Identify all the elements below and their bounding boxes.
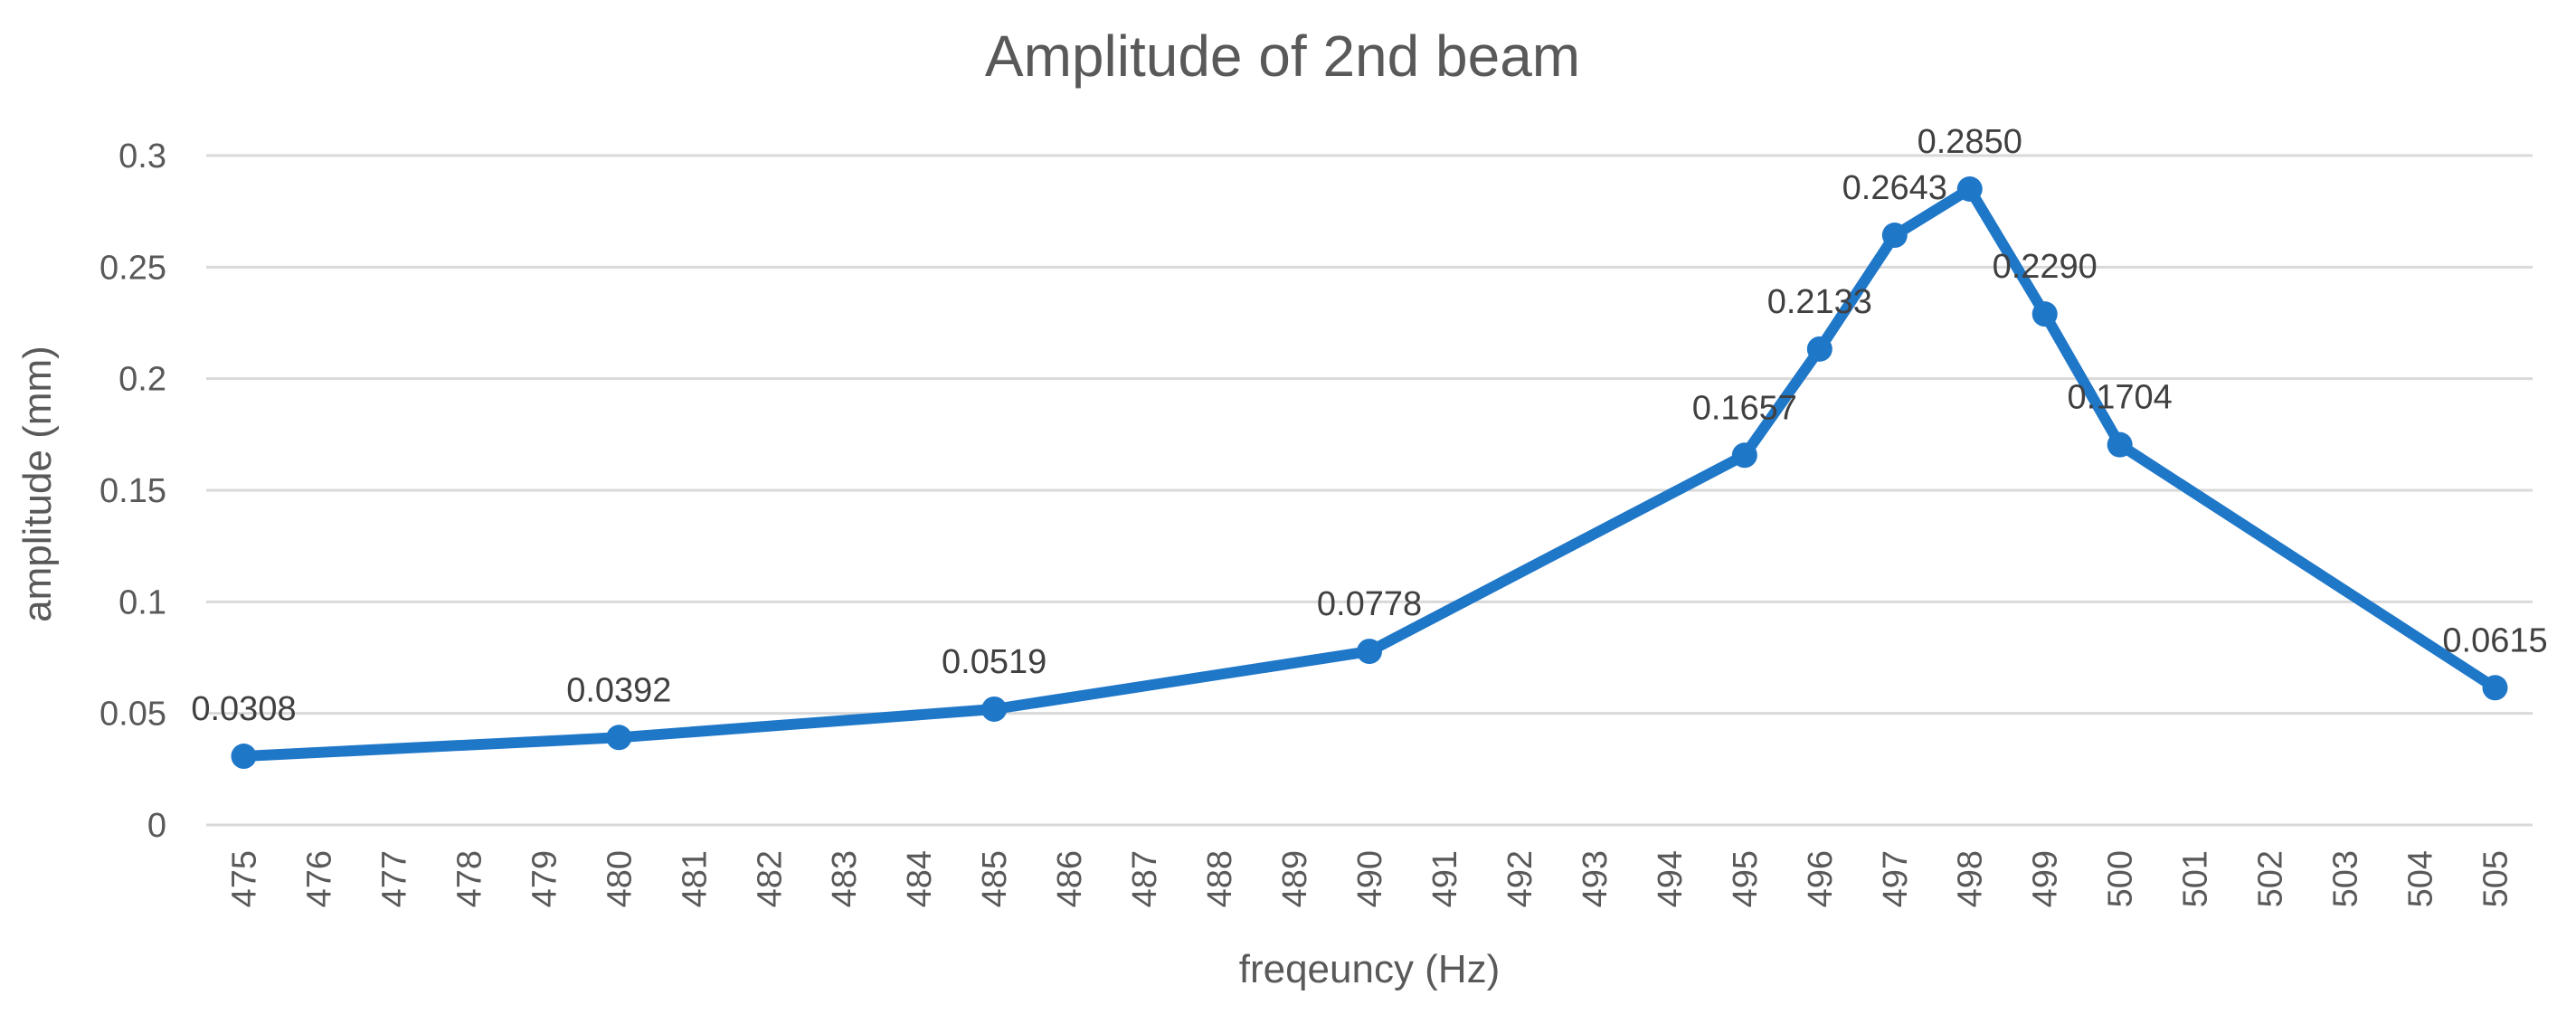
y-tick-label: 0.1 [118,583,166,621]
x-tick-label: 497 [1877,850,1915,907]
data-point [1881,223,1908,249]
data-label: 0.2850 [1918,123,2022,161]
x-tick-label: 499 [2027,850,2065,907]
data-point [1731,442,1757,469]
x-tick-label: 485 [976,850,1014,907]
y-tick-label: 0.25 [99,249,166,287]
x-tick-label: 486 [1051,850,1089,907]
data-label: 0.0778 [1317,585,1422,623]
data-point [1956,176,1983,202]
data-label: 0.1704 [2068,379,2173,417]
x-tick-label: 482 [751,850,789,907]
data-point [2107,431,2133,458]
x-tick-label: 476 [300,850,338,907]
x-tick-label: 493 [1577,850,1615,907]
data-label: 0.2643 [1842,169,1947,207]
x-tick-label: 481 [676,850,714,907]
x-tick-label: 503 [2327,850,2365,907]
y-tick-label: 0.2 [118,361,166,399]
x-tick-label: 488 [1201,850,1239,907]
gridlines [206,154,2533,827]
x-tick-label: 505 [2477,850,2515,907]
x-tick-label: 502 [2252,850,2290,907]
x-tick-label: 480 [601,850,639,907]
x-tick-label: 475 [225,850,263,907]
data-labels: 0.0308 0.0392 0.0519 0.0778 0.1657 0.2133 0.26… [191,123,2547,728]
data-point [1806,336,1833,362]
data-label: 0.1657 [1692,389,1797,427]
chart-title: Amplitude of 2nd beam [985,24,1580,89]
x-tick-label: 500 [2102,850,2140,907]
data-point [231,744,257,770]
data-label: 0.0615 [2442,621,2547,659]
data-point [606,725,632,751]
y-tick-label: 0 [147,807,166,845]
y-axis-ticks: 0 0.05 0.1 0.15 0.2 0.25 0.3 [99,137,166,845]
data-point [2031,301,2058,327]
x-tick-label: 479 [526,850,564,907]
y-axis-title: amplitude (mm) [15,346,60,622]
x-tick-label: 496 [1802,850,1840,907]
data-point [1357,639,1382,665]
x-axis-ticks: 475 476 477 478 479 480 481 482 483 484 485 486 487 4… [225,850,2514,907]
x-tick-label: 498 [1952,850,1990,907]
y-tick-label: 0.15 [99,472,166,510]
x-tick-label: 483 [826,850,864,907]
x-axis-title: freqeuncy (Hz) [1239,947,1501,991]
x-tick-label: 489 [1276,850,1314,907]
data-label: 0.0519 [942,643,1046,681]
x-tick-label: 491 [1426,850,1464,907]
x-tick-label: 492 [1501,850,1539,907]
data-label: 0.2133 [1767,283,1872,321]
x-tick-label: 487 [1126,850,1164,907]
x-tick-label: 477 [375,850,413,907]
x-tick-label: 495 [1727,850,1765,907]
y-tick-label: 0.3 [118,137,166,175]
y-tick-label: 0.05 [99,696,166,734]
x-tick-label: 490 [1351,850,1389,907]
x-tick-label: 494 [1652,850,1690,907]
data-label: 0.2290 [1993,248,2098,286]
data-point [2482,675,2508,701]
x-tick-label: 478 [450,850,488,907]
x-tick-label: 504 [2402,850,2440,907]
series-layer [231,176,2508,770]
x-tick-label: 484 [901,850,939,907]
x-tick-label: 501 [2177,850,2215,907]
data-label: 0.0308 [191,690,296,728]
data-point [981,696,1008,722]
data-label: 0.0392 [566,671,671,709]
